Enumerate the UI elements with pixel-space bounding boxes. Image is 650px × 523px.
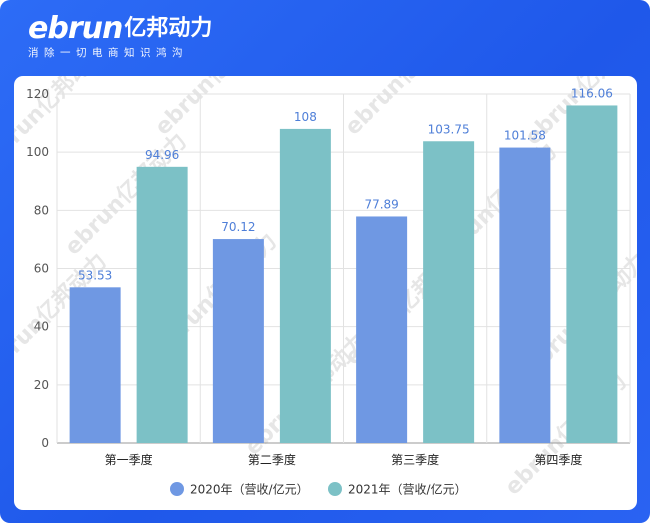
bar[interactable] — [212, 239, 264, 443]
y-tick-label: 40 — [34, 320, 49, 334]
bar[interactable] — [279, 128, 331, 443]
y-tick-label: 20 — [34, 378, 49, 392]
y-tick-label: 60 — [34, 262, 49, 276]
chart-card: ebrun亿邦动力 ebrun亿邦动力 ebrun亿邦动力 ebrun亿邦动力 ebru… — [14, 76, 637, 510]
data-label: 94.96 — [145, 148, 179, 162]
x-tick-label: 第二季度 — [248, 452, 296, 467]
bar[interactable] — [566, 105, 618, 443]
legend-swatch — [328, 482, 342, 496]
legend-swatch — [170, 482, 184, 496]
brand-logo: ebrun亿邦动力 消除一切电商知识鸿沟 — [28, 14, 212, 60]
x-tick-label: 第四季度 — [534, 452, 582, 467]
legend-label: 2020年（营收/亿元） — [190, 482, 309, 497]
watermark-text: ebrun亿邦动力 — [151, 76, 282, 140]
data-label: 116.06 — [571, 86, 613, 100]
logo-word: ebrun — [28, 11, 123, 46]
bars-layer — [69, 105, 618, 443]
data-label: 77.89 — [364, 197, 398, 211]
data-label: 70.12 — [221, 220, 255, 234]
bar[interactable] — [423, 141, 475, 443]
data-label: 108 — [294, 110, 317, 124]
data-label: 103.75 — [428, 122, 470, 136]
x-tick-label: 第一季度 — [105, 452, 153, 467]
y-tick-label: 100 — [26, 145, 49, 159]
y-tick-label: 80 — [34, 203, 49, 217]
bar[interactable] — [136, 166, 188, 443]
y-tick-label: 120 — [26, 87, 49, 101]
bar[interactable] — [69, 287, 121, 443]
data-label: 53.53 — [78, 268, 112, 282]
labels-layer: 53.53 94.96 第一季度 70.12 108 第二季度 77.89 103.75 第三季… — [78, 86, 613, 467]
legend: 2020年（营收/亿元） 2021年（营收/亿元） — [170, 482, 467, 497]
data-label: 101.58 — [504, 129, 546, 143]
y-tick-label: 0 — [41, 436, 49, 450]
x-tick-label: 第三季度 — [391, 452, 439, 467]
logo-cn: 亿邦动力 — [124, 16, 213, 41]
logo-tagline: 消除一切电商知识鸿沟 — [28, 47, 188, 59]
legend-label: 2021年（营收/亿元） — [348, 482, 467, 497]
bar[interactable] — [499, 147, 551, 443]
bar[interactable] — [356, 216, 408, 443]
